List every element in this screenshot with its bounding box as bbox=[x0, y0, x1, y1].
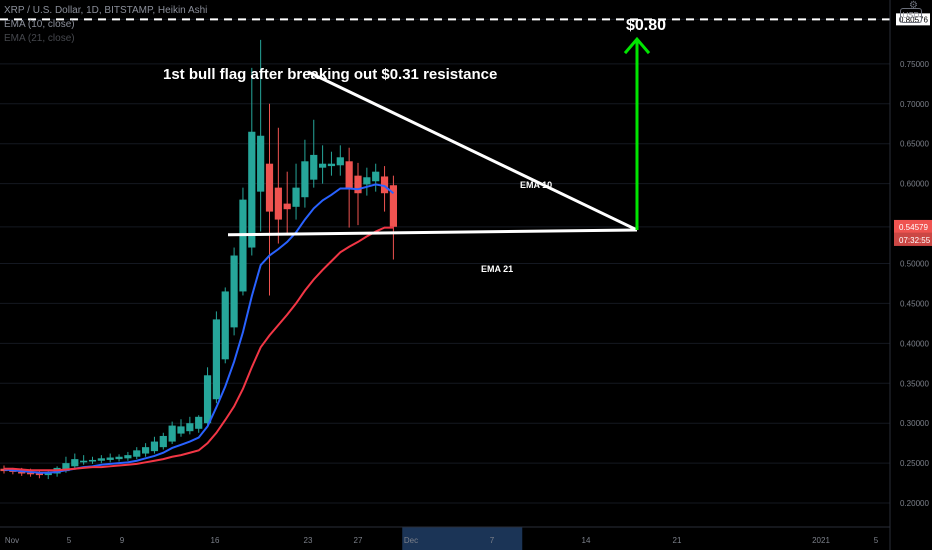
time-tick-label: 7 bbox=[490, 536, 495, 545]
candle-body[interactable] bbox=[88, 459, 97, 462]
candle-body[interactable] bbox=[115, 456, 123, 460]
candle-body[interactable] bbox=[159, 435, 167, 448]
candle-body[interactable] bbox=[142, 447, 150, 454]
price-axis[interactable]: 0.80576 0.75000 0.70000 0.65000 0.60000 0.545… bbox=[889, 0, 932, 550]
candle-body[interactable] bbox=[195, 416, 203, 429]
candle-body[interactable] bbox=[301, 161, 309, 198]
candle-body[interactable] bbox=[345, 161, 353, 190]
candle-body[interactable] bbox=[363, 177, 371, 185]
time-tick-label: 2021 bbox=[812, 536, 830, 545]
triangle-lower-trendline[interactable] bbox=[227, 228, 638, 237]
time-tick-label: 5 bbox=[67, 536, 72, 545]
candle-body[interactable] bbox=[106, 457, 114, 460]
time-tick-label: 27 bbox=[354, 536, 363, 545]
candle-body[interactable] bbox=[26, 472, 35, 475]
symbol-title[interactable]: XRP / U.S. Dollar, 1D, BITSTAMP, Heikin … bbox=[4, 5, 208, 16]
price-tick-label: 0.20000 bbox=[900, 499, 929, 508]
price-tick-label: 0.40000 bbox=[900, 339, 929, 348]
gear-icon[interactable]: ⚙ bbox=[909, 0, 918, 11]
ema21-line bbox=[4, 226, 394, 472]
time-tick-label: 9 bbox=[120, 536, 125, 545]
candle-body[interactable] bbox=[203, 375, 212, 424]
time-tick-label: 21 bbox=[673, 536, 682, 545]
price-tick-label: 0.70000 bbox=[900, 100, 929, 109]
time-tick-label: 16 bbox=[211, 536, 220, 545]
candle-body[interactable] bbox=[380, 176, 389, 194]
candle-body[interactable] bbox=[257, 135, 265, 192]
target-arrow[interactable] bbox=[623, 36, 651, 230]
candle-body[interactable] bbox=[97, 458, 105, 461]
candle-body[interactable] bbox=[80, 460, 88, 463]
time-tick-label: 23 bbox=[304, 536, 313, 545]
candle-body[interactable] bbox=[389, 185, 397, 227]
ema21-annotation: EMA 21 bbox=[481, 264, 513, 274]
price-tick-label: 0.50000 bbox=[900, 260, 929, 269]
price-tick-label: 0.35000 bbox=[900, 379, 929, 388]
ema10-legend[interactable]: EMA (10, close) bbox=[4, 19, 75, 30]
candle-body[interactable] bbox=[310, 154, 318, 180]
price-tick-label: 0.65000 bbox=[900, 140, 929, 149]
candle-body[interactable] bbox=[372, 171, 380, 182]
triangle-upper-trendline[interactable] bbox=[307, 70, 638, 232]
time-axis[interactable]: Nov 5 9 16 23 27 Dec 7 14 21 2021 5 bbox=[0, 526, 890, 545]
candle-body[interactable] bbox=[274, 187, 282, 220]
countdown-tag bbox=[894, 232, 932, 246]
candle-body[interactable] bbox=[186, 423, 194, 432]
arrow-head bbox=[623, 36, 651, 55]
candle-body[interactable] bbox=[62, 463, 70, 472]
candle-body[interactable] bbox=[133, 450, 141, 457]
candle-body[interactable] bbox=[265, 163, 274, 212]
target-label: $0.80 bbox=[626, 17, 666, 34]
candle-body[interactable] bbox=[354, 175, 362, 194]
candle-body[interactable] bbox=[327, 163, 336, 167]
time-tick-label: Nov bbox=[5, 536, 19, 545]
price-tick-label: 0.80576 bbox=[899, 15, 928, 24]
candle-body[interactable] bbox=[292, 187, 300, 207]
candles bbox=[0, 39, 397, 480]
grid bbox=[0, 18, 890, 504]
candle-body[interactable] bbox=[35, 473, 43, 476]
currency-badge[interactable]: USD bbox=[900, 8, 922, 23]
current-price-tag bbox=[894, 219, 932, 233]
candle-body[interactable] bbox=[168, 425, 176, 442]
ema21-legend[interactable]: EMA (21, close) bbox=[4, 33, 75, 44]
candle-body[interactable] bbox=[336, 157, 344, 166]
candle-body[interactable] bbox=[230, 255, 238, 328]
headline-annotation: 1st bull flag after breaking out $0.31 r… bbox=[163, 66, 497, 83]
price-tick-label: 0.75000 bbox=[900, 60, 929, 69]
time-tick-label: 14 bbox=[582, 536, 591, 545]
price-tick-label: 0.25000 bbox=[900, 459, 929, 468]
candle-body[interactable] bbox=[124, 455, 132, 459]
candle-body[interactable] bbox=[248, 131, 256, 248]
candle-body[interactable] bbox=[239, 199, 247, 292]
countdown-label: 07:32:55 bbox=[899, 236, 931, 245]
price-tick-label: 0.30000 bbox=[900, 419, 929, 428]
candle-body[interactable] bbox=[18, 471, 26, 474]
price-axis-bg bbox=[890, 0, 932, 550]
time-range-highlight bbox=[402, 527, 523, 550]
candle-body[interactable] bbox=[319, 163, 327, 168]
price-tick-label: 0.60000 bbox=[900, 180, 929, 189]
ema10-annotation: EMA 10 bbox=[520, 180, 552, 190]
candle-body[interactable] bbox=[177, 426, 185, 434]
candle-body[interactable] bbox=[150, 441, 159, 452]
current-price-label: 0.54579 bbox=[899, 223, 928, 232]
candle-body[interactable] bbox=[71, 459, 79, 467]
candle-body[interactable] bbox=[283, 203, 291, 210]
chart-legend: XRP / U.S. Dollar, 1D, BITSTAMP, Heikin … bbox=[4, 4, 207, 46]
time-tick-label: Dec bbox=[404, 536, 418, 545]
price-tick-label: 0.45000 bbox=[900, 299, 929, 308]
time-tick-label: 5 bbox=[874, 536, 879, 545]
candle-body[interactable] bbox=[221, 291, 229, 360]
candle-body[interactable] bbox=[212, 319, 220, 400]
